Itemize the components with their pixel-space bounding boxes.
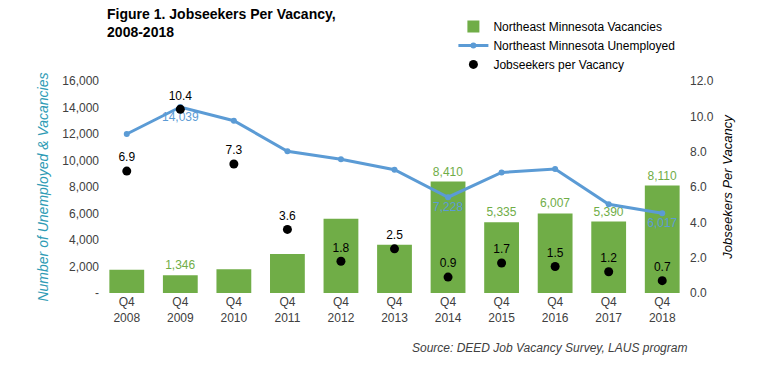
svg-text:6,000: 6,000	[69, 207, 99, 221]
svg-text:Jobseekers Per Vacancy: Jobseekers Per Vacancy	[720, 114, 735, 260]
svg-text:Northeast Minnesota Unemployed: Northeast Minnesota Unemployed	[493, 39, 674, 53]
svg-text:Q42014: Q42014	[435, 295, 462, 325]
svg-text:Q42018: Q42018	[649, 295, 676, 325]
svg-text:7.3: 7.3	[226, 143, 243, 157]
svg-text:14,000: 14,000	[62, 101, 99, 115]
svg-text:3.6: 3.6	[279, 209, 296, 223]
svg-text:4.0: 4.0	[690, 216, 707, 230]
svg-text:Northeast Minnesota Vacancies: Northeast Minnesota Vacancies	[493, 20, 662, 34]
svg-text:5,390: 5,390	[594, 205, 624, 219]
svg-text:6.0: 6.0	[690, 180, 707, 194]
svg-text:Q42017: Q42017	[595, 295, 622, 325]
svg-text:Jobseekers per Vacancy: Jobseekers per Vacancy	[493, 58, 624, 72]
svg-text:7,228: 7,228	[433, 200, 463, 214]
svg-text:8.0: 8.0	[690, 145, 707, 159]
svg-text:2.0: 2.0	[690, 251, 707, 265]
svg-text:Figure 1. Jobseekers Per Vacan: Figure 1. Jobseekers Per Vacancy,2008-20…	[107, 6, 336, 40]
svg-text:12,000: 12,000	[62, 127, 99, 141]
svg-text:Q42015: Q42015	[488, 295, 515, 325]
svg-text:Q42016: Q42016	[542, 295, 569, 325]
svg-text:Number of Unemployed & Vacanci: Number of Unemployed & Vacancies	[35, 72, 51, 301]
svg-text:Q42012: Q42012	[328, 295, 355, 325]
svg-text:Q42010: Q42010	[221, 295, 248, 325]
svg-text:Q42011: Q42011	[275, 295, 301, 325]
svg-text:0.0: 0.0	[690, 286, 707, 300]
svg-text:6,007: 6,007	[540, 196, 570, 210]
svg-text:1.5: 1.5	[547, 246, 564, 260]
svg-text:6.9: 6.9	[118, 150, 135, 164]
svg-text:1,346: 1,346	[165, 258, 195, 272]
svg-text:-: -	[95, 286, 99, 300]
svg-text:8,110: 8,110	[647, 169, 676, 183]
svg-text:12.0: 12.0	[690, 74, 714, 88]
svg-text:10,000: 10,000	[62, 154, 99, 168]
svg-text:8,000: 8,000	[69, 180, 99, 194]
svg-text:10.4: 10.4	[169, 89, 193, 103]
svg-text:8,410: 8,410	[433, 165, 463, 179]
svg-text:Q42008: Q42008	[113, 295, 140, 325]
svg-text:Source: DEED Job Vacancy Surve: Source: DEED Job Vacancy Survey, LAUS pr…	[412, 341, 687, 355]
svg-text:1.2: 1.2	[600, 251, 617, 265]
svg-text:1.8: 1.8	[333, 241, 350, 255]
svg-text:Q42009: Q42009	[167, 295, 194, 325]
svg-text:4,000: 4,000	[69, 233, 99, 247]
svg-text:Q42013: Q42013	[381, 295, 408, 325]
svg-text:2,000: 2,000	[69, 260, 99, 274]
svg-text:6,017: 6,017	[647, 216, 677, 230]
svg-text:0.9: 0.9	[440, 256, 457, 270]
svg-text:10.0: 10.0	[690, 110, 714, 124]
svg-text:16,000: 16,000	[62, 74, 99, 88]
svg-text:1.7: 1.7	[493, 242, 510, 256]
svg-text:0.7: 0.7	[654, 260, 671, 274]
svg-text:2.5: 2.5	[386, 228, 403, 242]
svg-text:14,039: 14,039	[162, 110, 199, 124]
svg-text:5,335: 5,335	[486, 205, 516, 219]
